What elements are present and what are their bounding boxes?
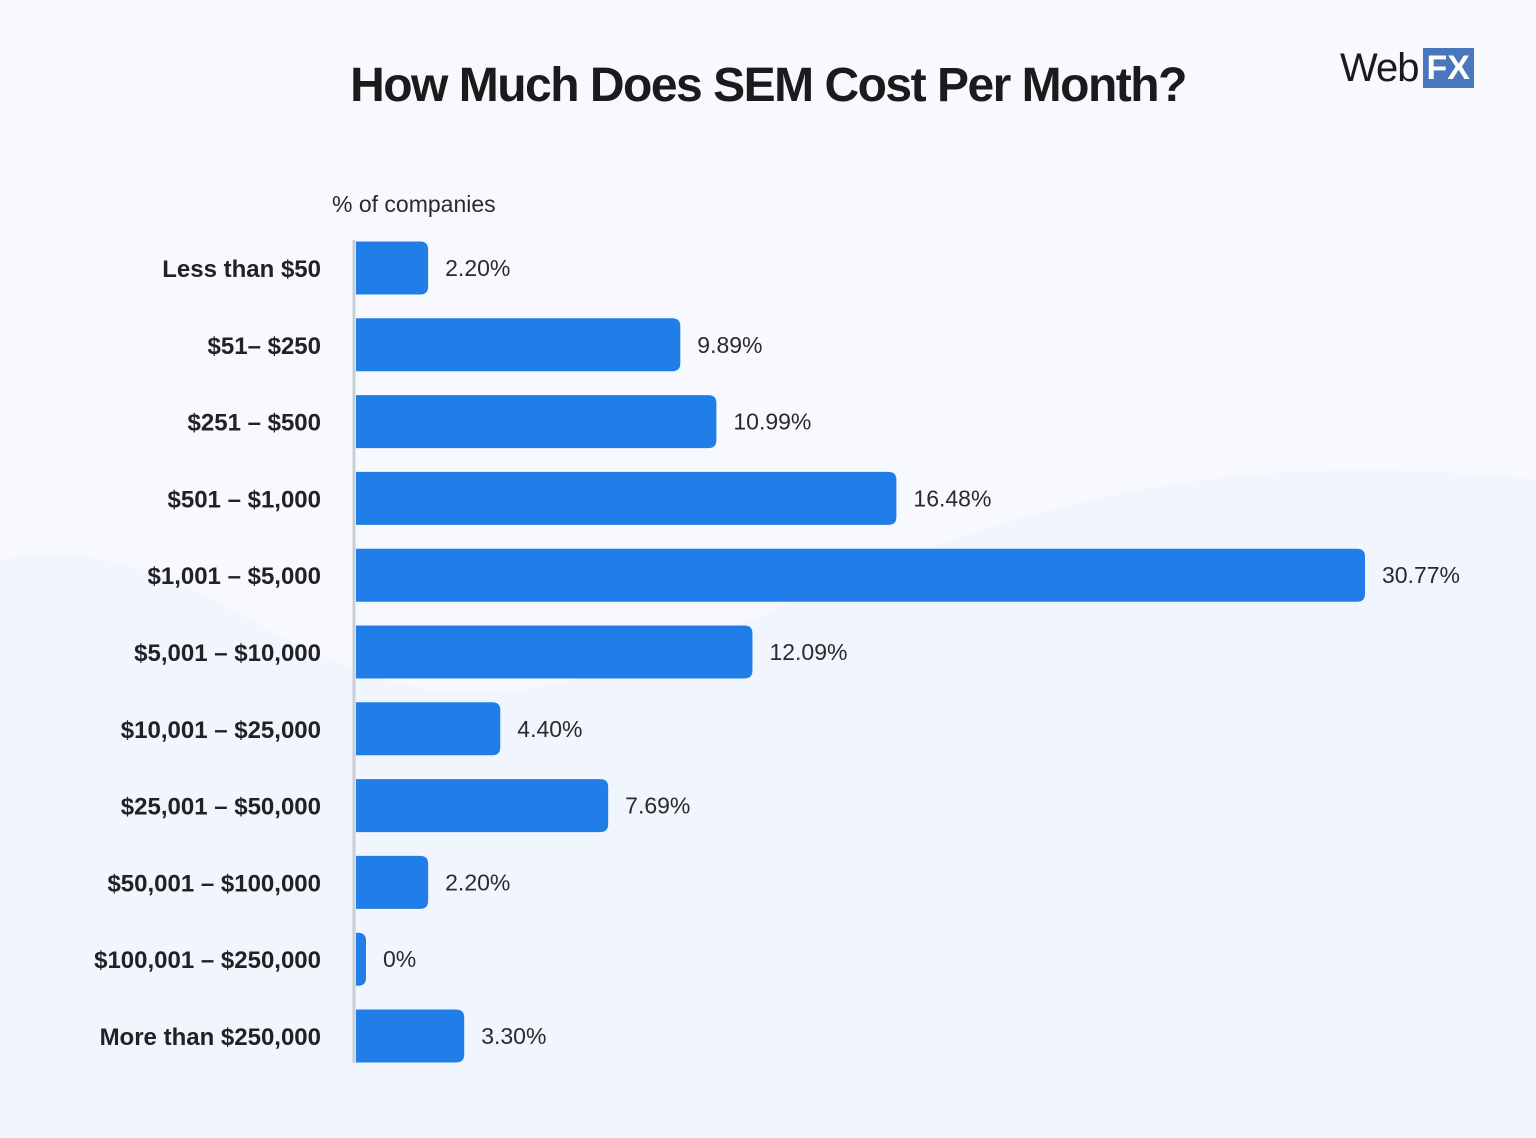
bar bbox=[356, 779, 609, 833]
data-label: 4.40% bbox=[517, 716, 582, 742]
category-label: More than $250,000 bbox=[100, 1024, 321, 1051]
bar bbox=[356, 318, 681, 372]
axis-label: % of companies bbox=[332, 191, 496, 217]
bar bbox=[356, 625, 753, 679]
bar bbox=[356, 395, 717, 449]
category-label: $501 – $1,000 bbox=[168, 486, 321, 513]
category-label: $100,001 – $250,000 bbox=[94, 947, 321, 974]
bar bbox=[356, 548, 1365, 602]
category-label: $251 – $500 bbox=[188, 410, 321, 437]
data-label: 9.89% bbox=[697, 332, 762, 358]
data-label: 12.09% bbox=[769, 639, 847, 665]
category-label: $1,001 – $5,000 bbox=[148, 563, 322, 590]
bar bbox=[356, 1009, 465, 1063]
data-label: 0% bbox=[383, 946, 416, 972]
webfx-logo: Web FX bbox=[1340, 48, 1474, 88]
data-label: 2.20% bbox=[445, 255, 510, 281]
data-label: 2.20% bbox=[445, 869, 510, 895]
category-label: $5,001 – $10,000 bbox=[134, 640, 321, 667]
chart-title: How Much Does SEM Cost Per Month? bbox=[350, 59, 1187, 112]
category-label: $10,001 – $25,000 bbox=[121, 717, 321, 744]
data-label: 7.69% bbox=[625, 793, 690, 819]
category-label: $50,001 – $100,000 bbox=[107, 870, 321, 897]
bar bbox=[356, 855, 429, 909]
data-label: 3.30% bbox=[481, 1023, 546, 1049]
category-label: $51– $250 bbox=[208, 333, 321, 360]
logo-box: FX bbox=[1422, 48, 1474, 88]
data-label: 30.77% bbox=[1382, 562, 1460, 588]
logo-text: Web bbox=[1340, 46, 1420, 90]
bar bbox=[356, 932, 366, 986]
data-label: 10.99% bbox=[733, 409, 811, 435]
bar bbox=[356, 471, 897, 525]
data-label: 16.48% bbox=[913, 485, 991, 511]
category-label: Less than $50 bbox=[162, 256, 321, 283]
bar bbox=[356, 241, 429, 295]
bar bbox=[356, 702, 501, 756]
category-label: $25,001 – $50,000 bbox=[121, 794, 321, 821]
